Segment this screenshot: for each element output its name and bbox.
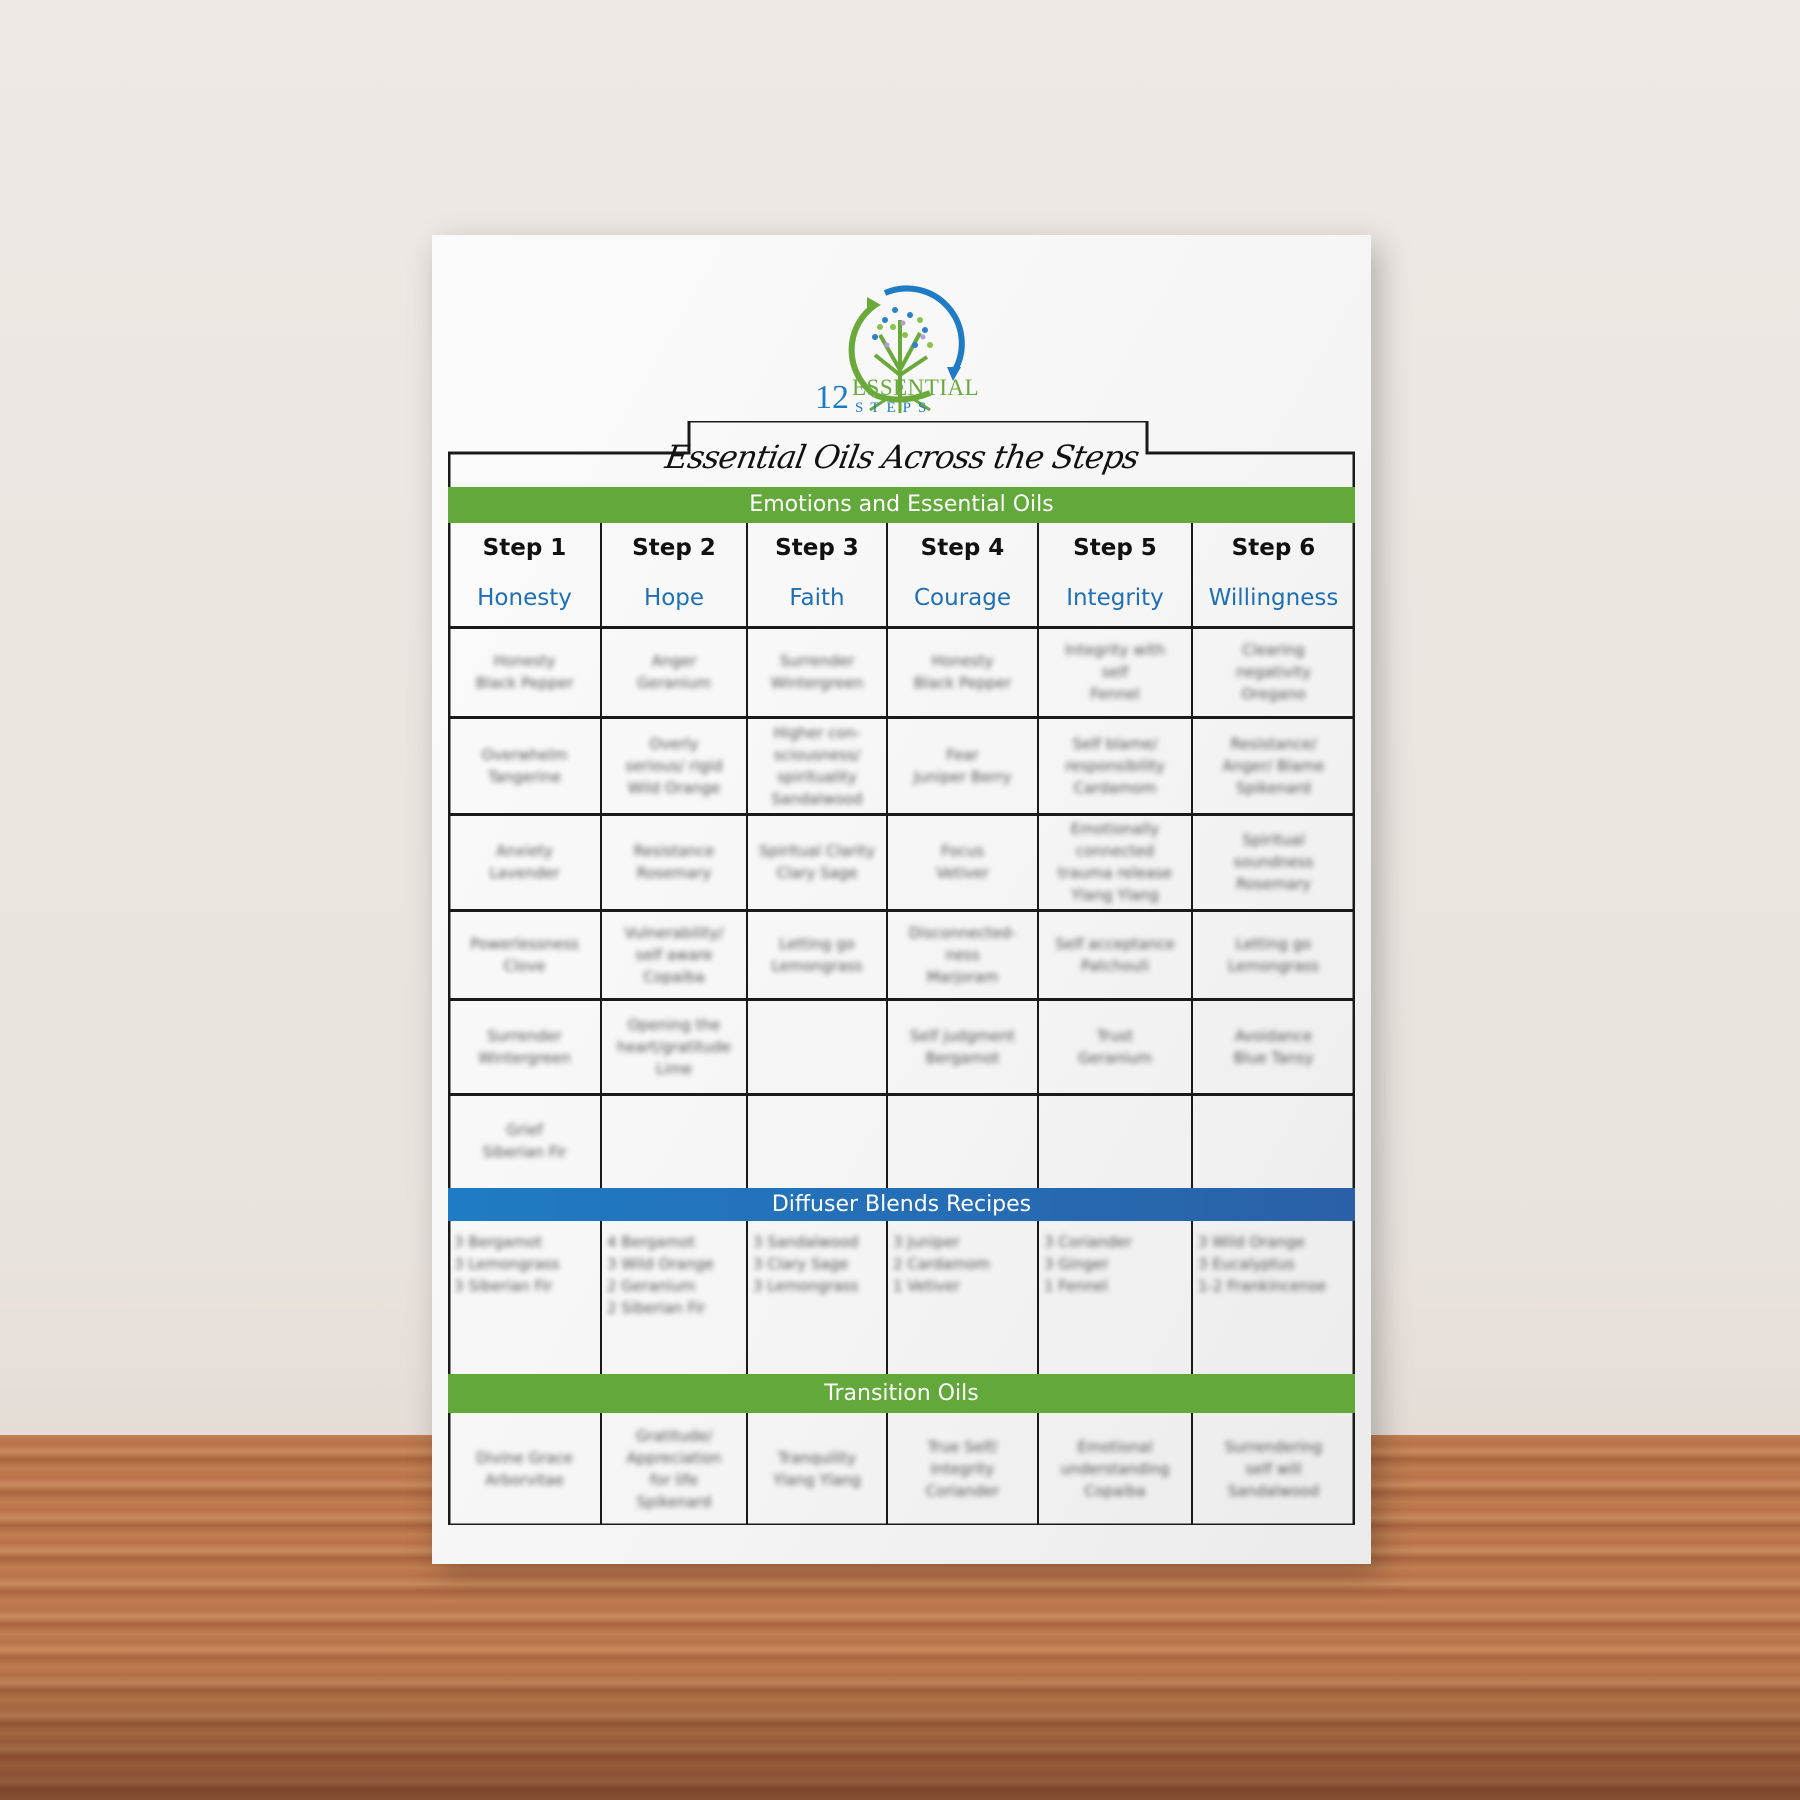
emotion-oil-cell: Higher con- sciousness/ spirituality San…: [771, 723, 863, 808]
column-divider: [746, 1413, 748, 1525]
column-divider: [600, 1413, 602, 1525]
emotion-oil-cell: [887, 1094, 1038, 1188]
diffuser-blend-cell: 3 Bergamot 3 Lemongrass 3 Siberian Fir: [454, 1233, 560, 1295]
logo-wordmark: 12 ESSENTIAL STEPS: [815, 373, 995, 423]
step-virtue: Willingness: [1208, 585, 1339, 611]
step-number: Step 6: [1231, 535, 1316, 561]
section-header-emotions: Emotions and Essential Oils: [448, 487, 1355, 523]
emotion-oil-cell: Focus Vetiver: [936, 842, 989, 882]
step-virtue: Hope: [643, 585, 705, 611]
tree-circle-logo-icon: [848, 285, 965, 413]
emotion-oil-cell: Anger Geranium: [636, 652, 711, 692]
diffuser-blend-cell: 3 Sandalwood 3 Clary Sage 3 Lemongrass: [753, 1233, 859, 1295]
diffuser-blend-cell: 3 Wild Orange 3 Eucalyptus 1-2 Frankince…: [1198, 1233, 1327, 1295]
emotion-oil-cell: Honesty Black Pepper: [475, 652, 574, 692]
row-divider: [448, 813, 1355, 816]
transition-oil-cell: True Self/ Integrity Coriander: [925, 1438, 1000, 1500]
transition-oil-cell: Gratitude/ Appreciation for life Spikena…: [626, 1427, 722, 1511]
diffuser-blend-cell: 4 Bergamot 3 Wild Orange 2 Geranium 2 Si…: [607, 1233, 714, 1317]
emotion-oil-cell: Spiritual Clarity Clary Sage: [759, 842, 875, 882]
emotion-oil-cell: Honesty Black Pepper: [913, 652, 1012, 692]
column-divider: [1037, 1413, 1039, 1525]
diffuser-blend-cell: 3 Juniper 2 Cardamom 1 Vetiver: [893, 1233, 990, 1295]
row-divider: [448, 626, 1355, 629]
column-divider: [1037, 1221, 1039, 1374]
table-frame: [448, 421, 1355, 1525]
emotion-oil-cell: Disconnected- ness Marjoram: [908, 923, 1017, 986]
emotion-oil-cell: [1192, 1094, 1355, 1188]
logo-word-essential: ESSENTIAL: [852, 375, 980, 400]
emotion-oil-cell: Resistance/ Anger/ Blame Spikenard: [1222, 734, 1325, 797]
column-divider: [1191, 1413, 1193, 1525]
emotion-oil-cell: Integrity with self Fennel: [1064, 641, 1166, 703]
column-divider: [886, 1413, 888, 1525]
emotion-oil-cell: Letting go Lemongrass: [1227, 934, 1320, 975]
step-number: Step 5: [1073, 535, 1157, 561]
step-virtue: Honesty: [477, 585, 572, 611]
emotion-oil-cell: Grief Siberian Fir: [482, 1121, 567, 1161]
emotion-oil-cell: Opening the heart/gratitude Lime: [616, 1015, 732, 1078]
transition-oil-cell: Emotional understanding Copaiba: [1060, 1438, 1170, 1500]
emotion-oil-cell: Emotionally connected trauma release Yla…: [1057, 820, 1173, 904]
emotion-oil-cell: Trust Geranium: [1077, 1026, 1152, 1067]
transition-oil-cell: Tranquility Ylang Ylang: [773, 1449, 861, 1489]
step-number: Step 4: [920, 535, 1005, 561]
emotion-oil-cell: Powerlessness Clove: [470, 934, 579, 975]
step-virtue: Integrity: [1066, 585, 1164, 611]
step-number: Step 1: [482, 535, 567, 561]
emotion-oil-cell: Self acceptance Patchouli: [1055, 934, 1175, 975]
emotion-oil-cell: Avoidance Blue Tansy: [1233, 1026, 1314, 1067]
emotion-oil-cell: [747, 999, 887, 1094]
column-divider: [600, 1221, 602, 1374]
column-divider: [1037, 523, 1039, 1188]
column-divider: [886, 523, 888, 1188]
emotion-oil-cell: [601, 1094, 747, 1188]
step-number: Step 3: [775, 535, 859, 561]
column-divider: [886, 1221, 888, 1374]
row-divider: [448, 716, 1355, 719]
emotion-oil-cell: Overwhelm Tangerine: [481, 745, 568, 786]
emotion-oil-cell: Overly serious/ rigid Wild Orange: [625, 734, 723, 797]
row-divider: [448, 998, 1355, 1001]
emotion-oil-cell: [1038, 1094, 1192, 1188]
transition-oil-cell: Divine Grace Arborvitae: [476, 1449, 573, 1489]
emotion-oil-cell: Resistance Rosemary: [633, 842, 715, 882]
column-divider: [1191, 523, 1193, 1188]
emotion-oil-cell: Spiritual soundness Rosemary: [1233, 831, 1314, 893]
transition-oil-cell: Surrendering self will Sandalwood: [1224, 1438, 1323, 1500]
section-header-transition: Transition Oils: [448, 1374, 1355, 1413]
document-sheet: 12 ESSENTIAL STEPS Essential Oils Across…: [432, 235, 1371, 1564]
emotion-oil-cell: Surrender Wintergreen: [478, 1026, 571, 1067]
row-divider: [448, 909, 1355, 912]
column-divider: [600, 523, 602, 1188]
column-divider: [746, 1221, 748, 1374]
diffuser-blend-cell: 3 Coriander 3 Ginger 1 Fennel: [1044, 1233, 1132, 1295]
step-number: Step 2: [632, 535, 716, 561]
step-virtue: Courage: [913, 585, 1011, 611]
emotion-oil-cell: Self judgment Bergamot: [910, 1026, 1015, 1067]
step-virtue: Faith: [789, 585, 845, 611]
emotion-oil-cell: Fear Juniper Berry: [913, 745, 1012, 786]
column-divider: [1191, 1221, 1193, 1374]
emotion-oil-cell: Clearing negativity Oregano: [1235, 641, 1312, 703]
emotion-oil-cell: Anxiety Lavender: [489, 842, 560, 882]
column-divider: [746, 523, 748, 1188]
emotion-oil-cell: Surrender Wintergreen: [770, 652, 864, 692]
row-divider: [448, 1093, 1355, 1096]
logo-word-steps: STEPS: [855, 400, 934, 416]
emotion-oil-cell: Vulnerability/ self aware Copaiba: [624, 923, 724, 986]
page-title: Essential Oils Across the Steps: [662, 438, 1142, 476]
logo-number: 12: [815, 379, 849, 416]
emotion-oil-cell: Self blame/ responsibility Cardamom: [1065, 734, 1165, 797]
section-header-diffuser: Diffuser Blends Recipes: [448, 1188, 1355, 1221]
emotion-oil-cell: [747, 1094, 887, 1188]
emotion-oil-cell: Letting go Lemongrass: [771, 934, 863, 975]
